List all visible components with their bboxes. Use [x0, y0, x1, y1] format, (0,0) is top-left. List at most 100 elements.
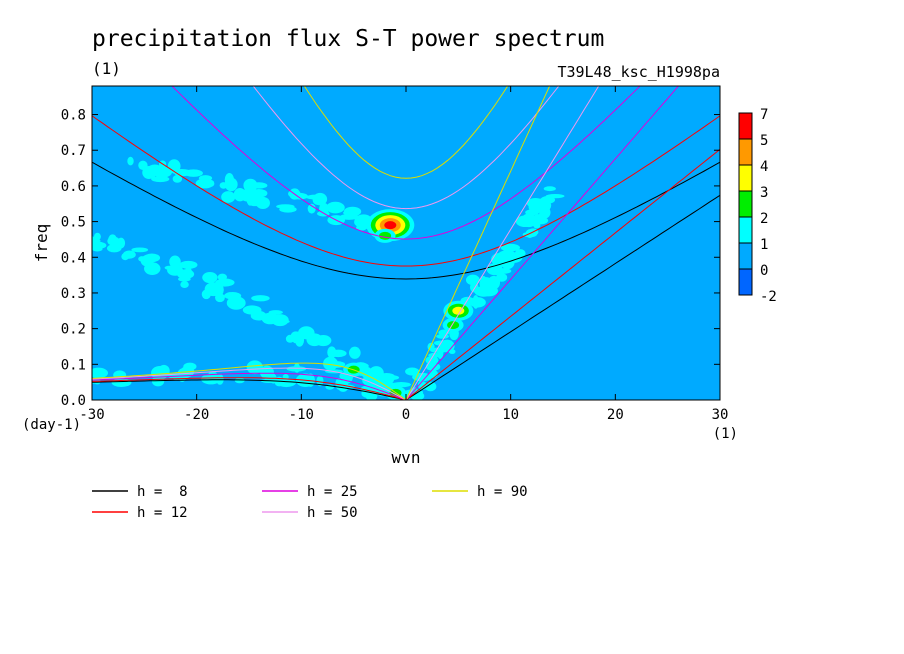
y-tick-label: 0.3	[61, 286, 86, 302]
y-axis-label: freq	[32, 224, 51, 263]
field-blob	[329, 349, 347, 358]
peak-contour	[384, 221, 397, 230]
field-blob	[142, 165, 156, 180]
feature-kelvin-ridge	[390, 186, 565, 400]
legend-label: h = 12	[137, 505, 188, 521]
y-tick-label: 0.7	[61, 143, 86, 159]
colorbar-swatch	[738, 112, 753, 140]
colorbar-label: 0	[760, 263, 768, 279]
field-blob	[480, 281, 494, 290]
peak-contour	[452, 306, 465, 315]
peak	[442, 318, 464, 333]
field-blob	[307, 329, 315, 341]
field-blob	[215, 278, 235, 287]
kelvin-wave-line	[405, 86, 600, 400]
kelvin-wave-line	[405, 194, 720, 400]
curve-50	[92, 86, 600, 400]
field-blob	[255, 196, 270, 210]
field-blob	[122, 250, 136, 259]
field-blob	[251, 295, 270, 302]
field-blob	[533, 216, 549, 225]
x-axis-label: wvn	[392, 448, 421, 467]
x-tick-label: 20	[607, 407, 624, 423]
curve-25	[92, 86, 680, 400]
field-blob	[436, 334, 450, 339]
field-blob	[268, 310, 283, 315]
field-blob	[151, 175, 170, 183]
x-axis: -30 -20 -10 0 10 20 30	[79, 86, 728, 423]
x-tick-label: 0	[402, 407, 410, 423]
peak-contour	[379, 231, 392, 240]
x-unit-label: (1)	[713, 426, 738, 442]
gravity-wave-line	[171, 86, 641, 240]
colorbar: 7 5 4 3 2 1 0 -2	[738, 107, 777, 305]
field-blob	[183, 362, 197, 371]
field-blob	[424, 381, 437, 392]
rossby-wave-line	[92, 362, 407, 400]
field-blob	[294, 333, 305, 347]
colorbar-swatch	[738, 164, 753, 192]
kelvin-wave-line	[405, 148, 720, 400]
field-blob	[225, 292, 235, 297]
field-blob	[533, 198, 552, 213]
field-blob	[417, 380, 425, 390]
colorbar-label: -2	[760, 289, 777, 305]
y-tick-label: 0.4	[61, 250, 86, 266]
field-blob	[234, 377, 245, 384]
field-blob	[521, 213, 537, 228]
gravity-wave-line	[252, 86, 560, 210]
field-blob	[472, 295, 479, 309]
legend-label: h = 25	[307, 484, 358, 500]
rossby-wave-line	[92, 377, 407, 400]
legend-item: h = 12	[92, 505, 188, 521]
legend-item: h = 8	[92, 484, 188, 500]
field-blob	[202, 272, 218, 284]
field-blob	[169, 255, 181, 268]
curve-8	[92, 161, 720, 400]
field-blob	[131, 247, 149, 253]
field-blob	[221, 191, 236, 203]
y-tick-label: 0.2	[61, 322, 86, 338]
colorbar-swatch	[738, 268, 753, 296]
x-tick-label: -30	[79, 407, 104, 423]
y-tick-label: 0.0	[61, 393, 86, 409]
field-blob	[208, 180, 215, 187]
y-tick-label: 0.8	[61, 108, 86, 124]
field-blob	[184, 169, 203, 177]
field-blob	[179, 260, 198, 269]
field-blob	[355, 225, 367, 231]
field-blob	[437, 347, 444, 360]
gravity-wave-line	[92, 115, 720, 267]
field-blob	[106, 244, 122, 253]
rossby-wave-line	[92, 367, 407, 400]
run-label: T39L48_ksc_H1998pa	[557, 63, 720, 81]
chart-title: precipitation flux S-T power spectrum	[92, 26, 604, 52]
field-blob	[433, 340, 451, 346]
colorbar-swatch	[738, 216, 753, 244]
field-blob	[496, 273, 508, 282]
legend-item: h = 50	[262, 505, 358, 521]
kelvin-wave-line	[405, 86, 680, 400]
field-blob	[92, 238, 101, 244]
peak	[443, 300, 474, 321]
curve-90	[92, 86, 551, 400]
colorbar-label: 2	[760, 211, 768, 227]
y-tick-label: 0.1	[61, 357, 86, 373]
gravity-wave-line	[303, 86, 509, 179]
field-blob	[224, 173, 235, 187]
colorbar-swatch	[738, 138, 753, 166]
legend: h = 8 h = 12 h = 25 h = 50 h = 90	[92, 484, 528, 521]
kelvin-wave-line	[405, 86, 551, 400]
legend-item: h = 25	[262, 484, 358, 500]
colorbar-swatch	[738, 242, 753, 270]
rossby-wave-line	[92, 372, 407, 400]
field-blob	[448, 349, 456, 355]
field-blob	[180, 281, 189, 289]
field-blob	[184, 267, 192, 277]
colorbar-label: 4	[760, 159, 768, 175]
field-blob	[356, 215, 365, 222]
peak-contour	[447, 321, 460, 330]
field-blob	[207, 371, 218, 382]
x-tick-label: 10	[502, 407, 519, 423]
field-blob	[151, 375, 165, 387]
